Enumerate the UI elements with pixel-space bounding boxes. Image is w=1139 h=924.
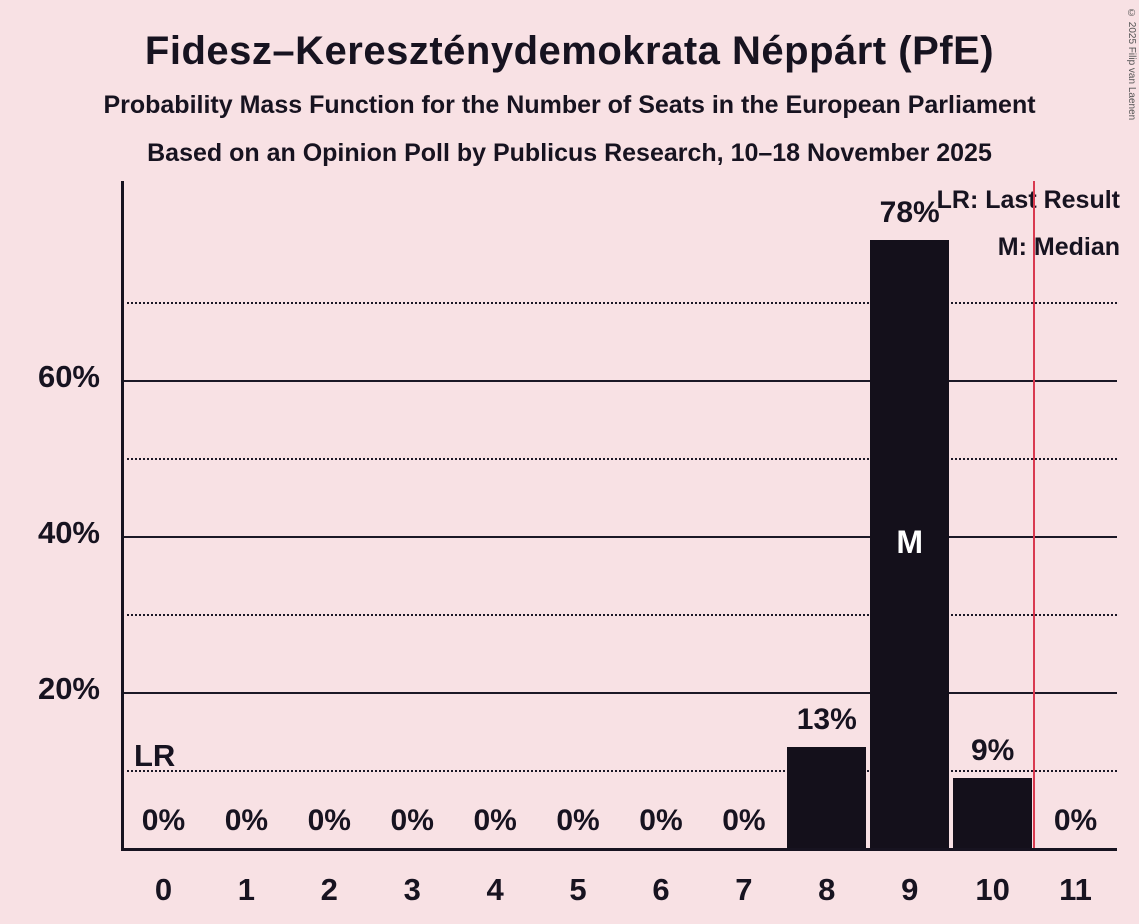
bar-value-label-seat-10: 9% [970, 733, 1015, 767]
x-axis-tick-label-10: 10 [975, 872, 1010, 907]
legend-median: M: Median [997, 233, 1120, 261]
x-axis-tick-label-7: 7 [735, 872, 753, 907]
bar-value-label-seat-5: 0% [556, 804, 600, 837]
median-marker-label: M [896, 523, 924, 560]
x-axis-line [121, 848, 1117, 851]
x-axis-tick-label-0: 0 [154, 872, 173, 907]
gridline-dotted-30 [122, 614, 1117, 616]
bar-value-label-seat-0: 0% [141, 804, 186, 837]
x-axis-tick-label-8: 8 [818, 872, 836, 907]
bar-value-label-seat-6: 0% [639, 804, 683, 837]
y-axis-label-60: 60% [37, 359, 100, 394]
x-axis-tick-label-9: 9 [901, 872, 919, 907]
pmf-bar-seat-9 [870, 239, 950, 848]
legend-last-result: LR: Last Result [936, 186, 1120, 214]
gridline-dotted-70 [122, 302, 1117, 304]
gridline-solid-20 [122, 692, 1117, 694]
y-axis-line [121, 181, 124, 851]
x-axis-tick-label-11: 11 [1059, 872, 1092, 907]
copyright-notice: © 2025 Filip van Laenen [1126, 8, 1137, 121]
chart-title: Fidesz–Kereszténydemokrata Néppárt (PfE) [144, 29, 995, 73]
last-result-line [1033, 181, 1036, 848]
last-result-annotation: LR [134, 738, 176, 773]
x-axis-tick-label-2: 2 [320, 872, 338, 907]
bar-value-label-seat-3: 0% [390, 804, 434, 837]
bar-value-label-seat-9: 78% [879, 195, 940, 229]
x-axis-tick-label-1: 1 [237, 872, 255, 907]
bar-value-label-seat-2: 0% [307, 804, 351, 837]
chart-subtitle-1: Probability Mass Function for the Number… [103, 91, 1036, 119]
y-axis-label-20: 20% [37, 671, 100, 706]
bar-value-label-seat-7: 0% [722, 804, 766, 837]
x-axis-tick-label-4: 4 [486, 872, 504, 907]
bar-value-label-seat-4: 0% [473, 804, 517, 837]
gridline-dotted-50 [122, 458, 1117, 460]
gridline-solid-40 [122, 536, 1117, 538]
bar-value-label-seat-8: 13% [796, 702, 857, 736]
x-axis-tick-label-3: 3 [403, 872, 421, 907]
pmf-bar-seat-8 [787, 746, 867, 848]
x-axis-tick-label-6: 6 [652, 872, 670, 907]
x-axis-tick-label-5: 5 [569, 872, 587, 907]
bar-value-label-seat-11: 0% [1053, 804, 1098, 837]
y-axis-label-40: 40% [37, 515, 100, 550]
gridline-solid-60 [122, 380, 1117, 382]
pmf-bar-seat-10 [953, 777, 1033, 848]
gridline-dotted-10 [122, 770, 1117, 772]
chart-subtitle-2: Based on an Opinion Poll by Publicus Res… [147, 139, 992, 167]
bar-value-label-seat-1: 0% [224, 804, 269, 837]
